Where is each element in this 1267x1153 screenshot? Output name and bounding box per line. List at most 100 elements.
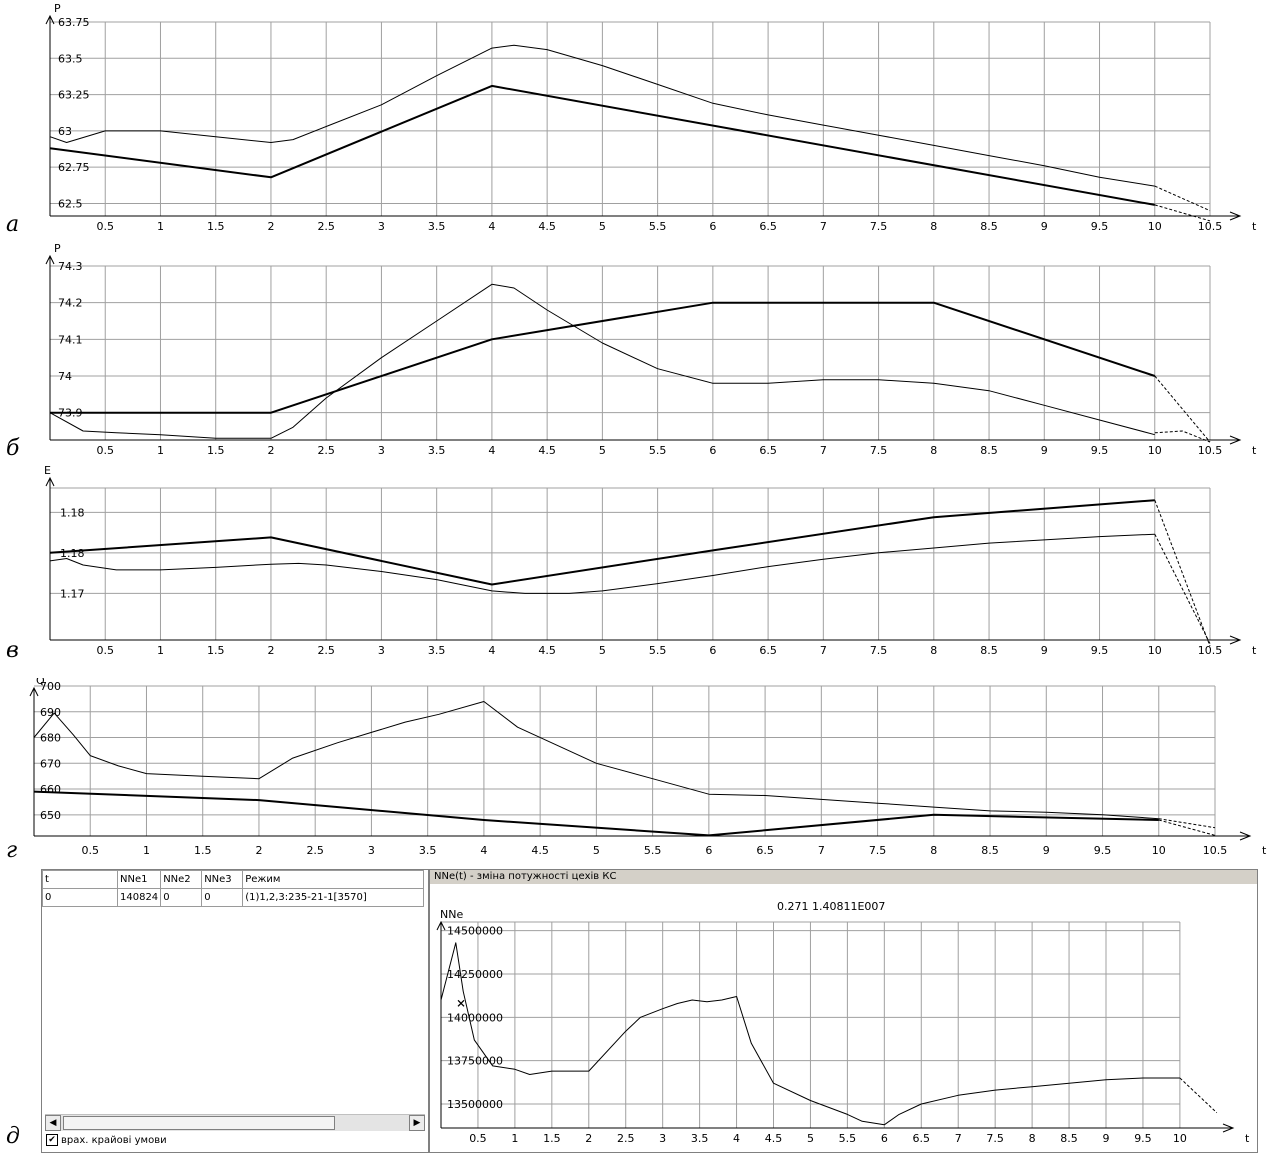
y-tick-label: 13500000 <box>447 1098 503 1111</box>
x-axis-arrow <box>1239 831 1252 841</box>
x-axis-label: t <box>1262 844 1267 857</box>
x-tick-label: 3.5 <box>428 220 446 233</box>
scroll-right-button[interactable]: ▶ <box>409 1115 425 1131</box>
y-tick-label: 74.3 <box>58 260 83 273</box>
series-extrapolation-line <box>1154 430 1211 443</box>
panel-label-g: г <box>6 838 18 863</box>
y-axis-label: Q <box>36 678 45 687</box>
x-tick-label: 9 <box>1103 1132 1110 1145</box>
x-tick-label: 5.5 <box>649 220 667 233</box>
column-header-nne1[interactable]: NNe1 <box>116 870 162 889</box>
x-tick-label: 9.5 <box>1094 844 1112 857</box>
cell-t[interactable]: 0 <box>42 888 118 907</box>
nne-groupbox-title: NNe(t) - зміна потужності цехів КС <box>434 871 617 882</box>
x-tick-label: 4 <box>488 444 495 457</box>
y-tick-label: 13750000 <box>447 1055 503 1068</box>
x-tick-label: 8.5 <box>980 220 998 233</box>
y-tick-label: 14500000 <box>447 925 503 938</box>
series-line-thin <box>440 942 1180 1126</box>
x-tick-label: 3.5 <box>419 844 437 857</box>
y-tick-label: 1.18 <box>60 547 85 560</box>
y-tick-label: 63.5 <box>58 52 83 65</box>
cursor-marker <box>457 999 465 1007</box>
horizontal-scrollbar[interactable]: ◀ ▶ <box>45 1114 425 1131</box>
x-tick-label: 2 <box>267 220 274 233</box>
x-tick-label: 9 <box>1043 844 1050 857</box>
cell-nne3[interactable]: 0 <box>201 888 244 907</box>
x-tick-label: 5 <box>807 1132 814 1145</box>
y-tick-label: 74 <box>58 370 72 383</box>
x-tick-label: 4.5 <box>538 644 556 657</box>
x-tick-label: 10.5 <box>1198 644 1223 657</box>
nne-groupbox-header: NNe(t) - зміна потужності цехів КС <box>430 870 1257 884</box>
x-tick-label: 8.5 <box>980 644 998 657</box>
boundary-conditions-label: врах. крайові умови <box>61 1135 167 1146</box>
x-tick-label: 4.5 <box>538 220 556 233</box>
column-header-t[interactable]: t <box>42 870 118 889</box>
series-extrapolation-line <box>1154 533 1211 644</box>
scroll-thumb[interactable] <box>63 1116 335 1130</box>
column-header-nne3[interactable]: NNe3 <box>201 870 244 889</box>
x-tick-label: 2 <box>585 1132 592 1145</box>
x-tick-label: 6 <box>705 844 712 857</box>
x-axis-label: t <box>1252 220 1257 233</box>
y-axis-arrow <box>29 686 39 697</box>
x-tick-label: 5.5 <box>649 444 667 457</box>
scroll-left-button[interactable]: ◀ <box>45 1115 61 1131</box>
x-tick-label: 7.5 <box>870 444 888 457</box>
x-tick-label: 7 <box>818 844 825 857</box>
boundary-conditions-option[interactable]: ✔ врах. крайові умови <box>46 1132 426 1150</box>
x-tick-label: 2 <box>267 444 274 457</box>
x-tick-label: 3.5 <box>428 444 446 457</box>
series-extrapolation-line <box>1158 819 1216 836</box>
series-line-thick <box>50 301 1156 414</box>
x-tick-label: 6.5 <box>759 644 777 657</box>
y-axis-arrow <box>436 920 446 931</box>
x-tick-label: 3 <box>378 644 385 657</box>
y-axis-label: NNe <box>440 908 463 921</box>
x-tick-label: 4 <box>480 844 487 857</box>
x-axis-arrow <box>1229 635 1242 645</box>
x-tick-label: 6.5 <box>759 220 777 233</box>
x-tick-label: 1.5 <box>207 644 225 657</box>
chart-nne: NNe t 0.5 1 1.5 2 2.5 3 3.5 4 4.5 5 5.5 6 6.5 7 7.5 8 8.5 9… <box>436 900 1250 1145</box>
table-row[interactable]: 0 140824 0 0 (1)1,2,3:235-21-1[3570] <box>42 888 425 907</box>
cell-nne1[interactable]: 140824 <box>116 888 162 907</box>
x-tick-label: 2.5 <box>317 220 335 233</box>
x-tick-label: 7 <box>820 220 827 233</box>
column-header-mode[interactable]: Режим <box>242 870 425 889</box>
x-tick-label: 1 <box>511 1132 518 1145</box>
x-tick-label: 0.5 <box>96 644 114 657</box>
x-tick-label: 4 <box>488 220 495 233</box>
x-tick-label: 1.5 <box>207 444 225 457</box>
x-tick-label: 9 <box>1041 220 1048 233</box>
x-tick-label: 2.5 <box>317 444 335 457</box>
series-line-thick <box>49 84 1155 206</box>
x-tick-label: 10 <box>1148 444 1162 457</box>
series-extrapolation-line <box>1154 185 1211 212</box>
x-axis-label: t <box>1252 644 1257 657</box>
cell-nne2[interactable]: 0 <box>160 888 203 907</box>
y-tick-label: 700 <box>40 680 61 693</box>
series-extrapolation-line <box>1154 204 1211 222</box>
x-tick-label: 6 <box>881 1132 888 1145</box>
x-tick-label: 2.5 <box>317 644 335 657</box>
x-tick-label: 2 <box>267 644 274 657</box>
y-tick-label: 63 <box>58 125 72 138</box>
x-tick-label: 8 <box>1029 1132 1036 1145</box>
x-axis-label: t <box>1252 444 1257 457</box>
x-tick-label: 9.5 <box>1091 220 1109 233</box>
x-axis-arrow <box>1229 211 1242 221</box>
cell-mode[interactable]: (1)1,2,3:235-21-1[3570] <box>242 888 425 907</box>
boundary-conditions-checkbox[interactable]: ✔ <box>46 1134 58 1146</box>
y-tick-label: 62.5 <box>58 197 83 210</box>
x-tick-label: 5.5 <box>649 644 667 657</box>
x-tick-label: 10 <box>1148 220 1162 233</box>
x-tick-label: 1.5 <box>207 220 225 233</box>
x-tick-label: 5 <box>599 220 606 233</box>
x-tick-label: 1 <box>143 844 150 857</box>
column-header-nne2[interactable]: NNe2 <box>160 870 203 889</box>
